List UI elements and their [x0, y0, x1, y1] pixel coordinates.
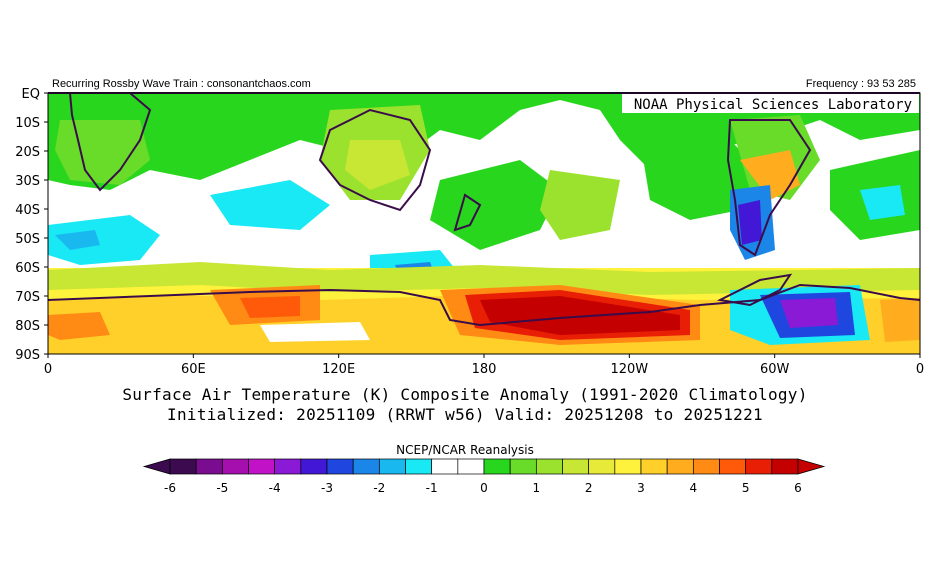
colorbar-swatch	[169, 458, 197, 475]
y-tick-label: EQ	[22, 87, 40, 102]
south-america-outline	[726, 119, 812, 257]
colorbar-tick-label: -2	[373, 481, 385, 495]
colorbar-tick-label: 0	[480, 481, 488, 495]
y-tick-label: 70S	[15, 290, 40, 305]
colorbar-tick-label: 2	[585, 481, 593, 495]
colorbar-max-arrow	[797, 458, 826, 475]
colorbar-swatch	[431, 458, 459, 475]
colorbar-swatch	[300, 458, 328, 475]
colorbar-tick-label: 1	[533, 481, 541, 495]
antarctic-peninsula-outline	[716, 273, 793, 307]
title-line-2: Initialized: 20251109 (RRWT w56) Valid: …	[167, 405, 763, 424]
x-tick-label: 120W	[610, 362, 648, 377]
x-tick-label: 0	[44, 362, 52, 377]
antarctica-outline	[47, 283, 921, 327]
colorbar-swatch	[562, 458, 590, 475]
colorbar-swatch	[745, 458, 773, 475]
colorbar-swatch	[614, 458, 642, 475]
y-tick-label: 80S	[15, 319, 40, 334]
y-tick-label: 30S	[15, 174, 40, 189]
y-tick-label: 60S	[15, 261, 40, 276]
colorbar-swatch	[248, 458, 276, 475]
lab-label-bg	[622, 94, 919, 113]
colorbar-swatch	[378, 458, 406, 475]
colorbar-label: NCEP/NCAR Reanalysis	[396, 443, 534, 457]
australia-outline	[318, 108, 432, 212]
colorbar-tick-label: -1	[426, 481, 438, 495]
colorbar-tick-label: -3	[321, 481, 333, 495]
colorbar-swatch	[221, 458, 249, 475]
africa-outline	[68, 92, 152, 192]
lab-label: NOAA Physical Sciences Laboratory	[634, 97, 912, 113]
colorbar-swatch	[588, 458, 616, 475]
colorbar-swatch	[483, 458, 511, 475]
y-axis: EQ 10S 20S 30S 40S 50S 60S 70S 80S 90S	[15, 87, 48, 363]
colorbar-min-arrow	[142, 458, 171, 475]
colorbar-tick-label: 3	[637, 481, 645, 495]
header-frequency-text: Frequency : 93 53 285	[805, 78, 916, 90]
y-tick-label: 40S	[15, 203, 40, 218]
new-zealand-outline	[453, 193, 482, 232]
x-tick-label: 60E	[181, 362, 206, 377]
x-tick-label: 120E	[322, 362, 355, 377]
colorbar: -6 -5 -4 -3 -2 -1 0 1 2 3 4 5 6	[142, 458, 826, 495]
y-tick-label: 10S	[15, 116, 40, 131]
x-tick-label: 60W	[760, 362, 790, 377]
colorbar-swatch	[640, 458, 668, 475]
colorbar-swatch	[274, 458, 302, 475]
colorbar-swatch	[509, 458, 537, 475]
colorbar-swatch	[326, 458, 354, 475]
colorbar-swatch	[771, 458, 799, 475]
anomaly-field	[48, 93, 920, 354]
title-line-1: Surface Air Temperature (K) Composite An…	[122, 385, 808, 404]
colorbar-swatch	[457, 458, 485, 475]
colorbar-swatch	[719, 458, 747, 475]
x-axis: 0 60E 120E 180 120W 60W 0	[44, 354, 924, 377]
y-tick-label: 20S	[15, 145, 40, 160]
x-tick-label: 180	[472, 362, 497, 377]
colorbar-tick-label: -4	[269, 481, 281, 495]
colorbar-swatch	[405, 458, 433, 475]
colorbar-swatch	[535, 458, 563, 475]
x-tick-label: 0	[916, 362, 924, 377]
colorbar-swatch	[195, 458, 223, 475]
y-tick-label: 90S	[15, 348, 40, 363]
header-source-text: Recurring Rossby Wave Train : consonantc…	[52, 78, 311, 90]
colorbar-tick-label: -6	[164, 481, 176, 495]
colorbar-tick-label: 6	[794, 481, 802, 495]
colorbar-tick-label: 5	[742, 481, 750, 495]
colorbar-tick-label: -5	[216, 481, 228, 495]
y-tick-label: 50S	[15, 232, 40, 247]
colorbar-swatch	[692, 458, 720, 475]
colorbar-swatch	[666, 458, 694, 475]
colorbar-swatch	[352, 458, 380, 475]
colorbar-tick-label: 4	[690, 481, 698, 495]
